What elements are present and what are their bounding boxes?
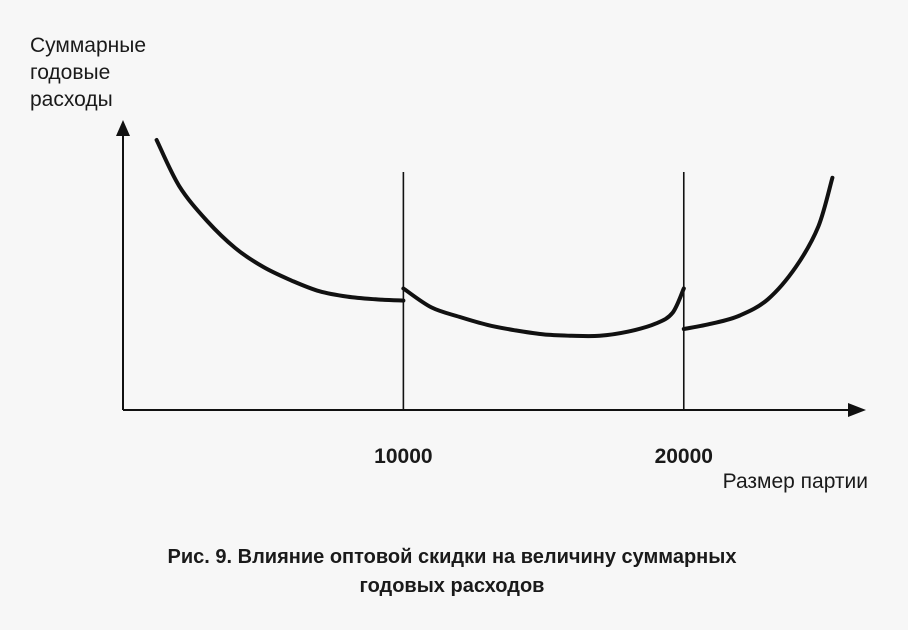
y-axis-label-line-3: расходы — [30, 88, 113, 111]
figure-caption-line-2: годовых расходов — [360, 575, 545, 597]
x-axis-label: Размер партии — [723, 470, 868, 493]
y-axis-label-line-2: годовые — [30, 61, 110, 84]
y-axis-arrow-icon — [116, 120, 130, 136]
cost-curve-segment-1 — [154, 138, 406, 303]
y-axis-label-line-1: Суммарные — [30, 34, 146, 57]
cost-curve-segment-3 — [681, 175, 835, 331]
x-axis-arrow-icon — [848, 403, 866, 417]
x-tick-label-20000: 20000 — [655, 445, 713, 468]
figure-caption-prefix: Рис. 9. — [168, 546, 233, 568]
x-tick-label-10000: 10000 — [374, 445, 432, 468]
figure-caption-text: Влияние оптовой скидки на величину сумма… — [232, 546, 736, 568]
cost-curve-segment-2 — [401, 286, 686, 339]
figure-caption-line-1: Рис. 9. Влияние оптовой скидки на величи… — [168, 546, 737, 568]
